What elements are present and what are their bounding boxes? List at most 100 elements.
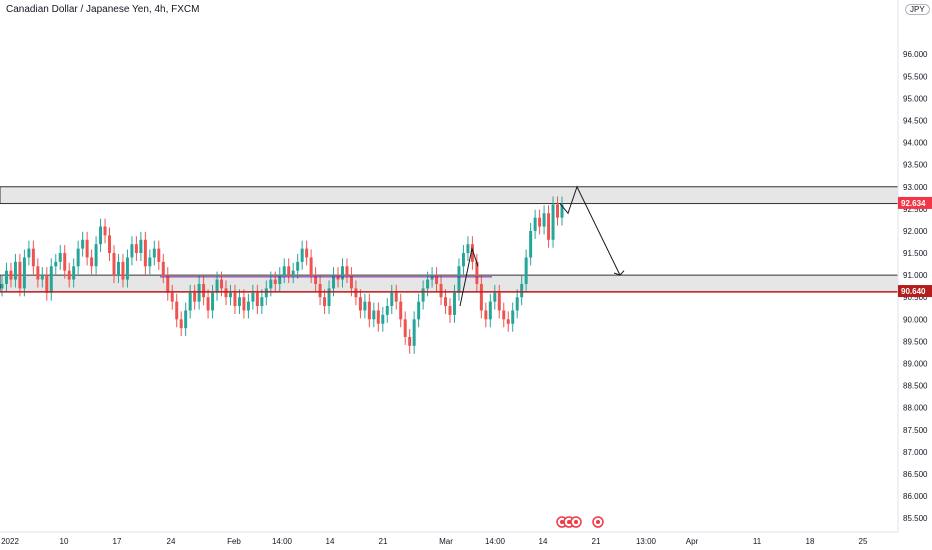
candle-body: [515, 297, 519, 311]
candle-body: [314, 275, 318, 284]
time-tick-label: 24: [167, 537, 176, 546]
price-tick-label: 91.000: [903, 271, 928, 280]
price-tick-label: 96.000: [903, 50, 928, 59]
price-tick-label: 92.000: [903, 227, 928, 236]
candle-body: [300, 248, 304, 262]
candle-body: [560, 204, 564, 218]
price-tick-label: 95.500: [903, 72, 928, 81]
candle-body: [493, 292, 497, 302]
time-axis[interactable]: 2022 10 17 24 Feb 14:00 14 21 Mar 14:00 14 21 13:00 A…: [1, 537, 868, 546]
candle-body: [538, 217, 542, 227]
time-tick-label: Mar: [439, 537, 453, 546]
price-tick-label: 94.000: [903, 139, 928, 148]
chart-title: Canadian Dollar / Japanese Yen, 4h, FXCM: [6, 4, 200, 15]
candle-body: [85, 239, 89, 258]
candle-body: [58, 253, 62, 262]
candle-body: [318, 283, 322, 298]
candle-body: [211, 292, 215, 311]
candle-body: [184, 310, 188, 329]
price-axis[interactable]: 96.000 95.500 95.000 94.500 94.000 93.500 93.0…: [903, 50, 928, 523]
candle-body: [143, 239, 147, 267]
candle-body: [31, 248, 35, 267]
time-tick-label: 21: [592, 537, 601, 546]
candle-body: [439, 283, 443, 298]
currency-badge[interactable]: JPY: [905, 4, 930, 15]
candle-body: [13, 261, 17, 280]
candle-body: [63, 253, 67, 271]
event-marker-dot: [567, 520, 571, 524]
candle-body: [27, 248, 31, 258]
candle-body: [108, 235, 112, 254]
candle-body: [435, 275, 439, 284]
candle-body: [327, 288, 331, 307]
candle-body: [287, 266, 291, 276]
candle-body: [452, 292, 456, 315]
time-tick-label: 14: [539, 537, 548, 546]
event-markers[interactable]: [556, 516, 604, 528]
candle-body: [67, 270, 71, 280]
candle-body: [94, 244, 98, 267]
candle-body: [134, 244, 138, 254]
candle-body: [224, 288, 228, 298]
time-tick-label: Feb: [227, 537, 241, 546]
candle-body: [103, 226, 107, 236]
candle-body: [121, 261, 125, 280]
event-marker-dot: [560, 520, 564, 524]
plot-background: [0, 0, 898, 532]
candle-body: [193, 292, 197, 302]
time-tick-label: 14: [326, 537, 335, 546]
price-tags: 92.634 90.640: [898, 196, 932, 298]
candle-body: [421, 288, 425, 302]
candle-body: [426, 279, 430, 289]
candle-body: [22, 257, 26, 289]
candles-layer: [0, 196, 564, 354]
candle-body: [323, 297, 327, 307]
time-tick-label: 10: [60, 537, 69, 546]
candle-body: [457, 266, 461, 293]
candle-body: [367, 301, 371, 320]
candle-body: [206, 297, 210, 311]
time-tick-label: 14:00: [485, 537, 506, 546]
candle-body: [394, 292, 398, 302]
candle-body: [246, 301, 250, 311]
candle-body: [282, 266, 286, 276]
candle-body: [385, 306, 389, 315]
drawn-stroke: [459, 246, 479, 307]
time-tick-label: 21: [379, 537, 388, 546]
time-tick-label: 14:00: [272, 537, 293, 546]
candle-body: [54, 261, 58, 267]
candle-body: [161, 261, 165, 276]
candle-body: [76, 248, 80, 267]
candle-body: [220, 279, 224, 289]
candle-body: [556, 204, 560, 218]
candle-body: [242, 297, 246, 311]
price-tick-label: 87.500: [903, 426, 928, 435]
price-tick-label: 94.500: [903, 116, 928, 125]
candle-body: [264, 288, 268, 298]
resistance-zone: [0, 186, 899, 205]
candle-body: [551, 204, 555, 240]
candle-body: [255, 292, 259, 307]
candle-body: [520, 283, 524, 298]
candle-body: [372, 310, 376, 320]
candle-body: [175, 301, 179, 320]
candle-body: [188, 292, 192, 311]
event-marker-dot: [574, 520, 578, 524]
candle-body: [363, 301, 367, 311]
candle-body: [36, 266, 40, 280]
candle-body: [412, 319, 416, 346]
candle-body: [49, 266, 53, 293]
candle-body: [260, 297, 264, 307]
overlay-layer: [0, 185, 898, 307]
price-tick-label: 92.500: [903, 205, 928, 214]
candle-body: [466, 244, 470, 254]
candle-body: [116, 261, 120, 276]
price-tick-label: 93.500: [903, 161, 928, 170]
candle-body: [269, 279, 273, 289]
candle-body: [511, 310, 515, 324]
time-tick-label: 17: [113, 537, 122, 546]
projection-path: [559, 185, 621, 276]
time-tick-label: 18: [806, 537, 815, 546]
time-tick-label: 13:00: [636, 537, 657, 546]
